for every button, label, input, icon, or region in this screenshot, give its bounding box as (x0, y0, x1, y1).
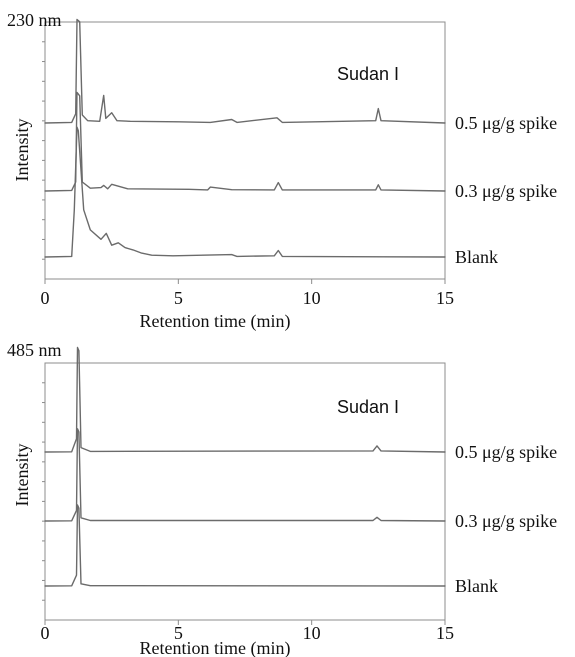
trace-label-1-0: 0.5 μg/g spike (455, 442, 557, 462)
x-tick-label-1-3: 15 (436, 623, 454, 643)
x-tick-label-1-2: 10 (303, 623, 321, 643)
chart-panel-1: 0 5 10 15 485 nm Retention time (min) Intensit… (7, 340, 557, 657)
wavelength-label-0: 230 nm (7, 10, 62, 30)
trace-0-0 (44, 18, 446, 124)
peak-annotation-0: Sudan I (337, 64, 399, 84)
trace-label-0-1: 0.3 μg/g spike (455, 181, 557, 201)
x-tick-label-1-0: 0 (41, 623, 50, 643)
x-tick-label-0-1: 5 (174, 288, 183, 308)
chart-panel-0: 0 5 10 15 230 nm Retention time (min) Intensit… (7, 10, 557, 332)
trace-0-1 (44, 91, 446, 192)
x-tick-label-0-3: 15 (436, 288, 454, 308)
x-tick-label-0-0: 0 (41, 288, 50, 308)
plot-frame-0 (44, 21, 446, 280)
trace-1-1 (44, 428, 446, 522)
trace-label-1-1: 0.3 μg/g spike (455, 511, 557, 531)
y-axis-title-0: Intensity (12, 119, 32, 182)
trace-1-0 (44, 346, 446, 453)
trace-label-1-2: Blank (455, 576, 498, 596)
peak-annotation-1: Sudan I (337, 397, 399, 417)
plot-frame-1 (44, 362, 446, 621)
trace-label-0-2: Blank (455, 247, 498, 267)
y-axis-title-1: Intensity (12, 444, 32, 507)
wavelength-label-1: 485 nm (7, 340, 62, 360)
trace-0-2 (44, 126, 446, 258)
x-tick-label-1-1: 5 (174, 623, 183, 643)
trace-label-0-0: 0.5 μg/g spike (455, 113, 557, 133)
x-axis-title-1: Retention time (min) (140, 638, 291, 657)
x-axis-title-0: Retention time (min) (140, 311, 291, 332)
trace-1-2 (44, 504, 446, 587)
x-tick-label-0-2: 10 (303, 288, 321, 308)
